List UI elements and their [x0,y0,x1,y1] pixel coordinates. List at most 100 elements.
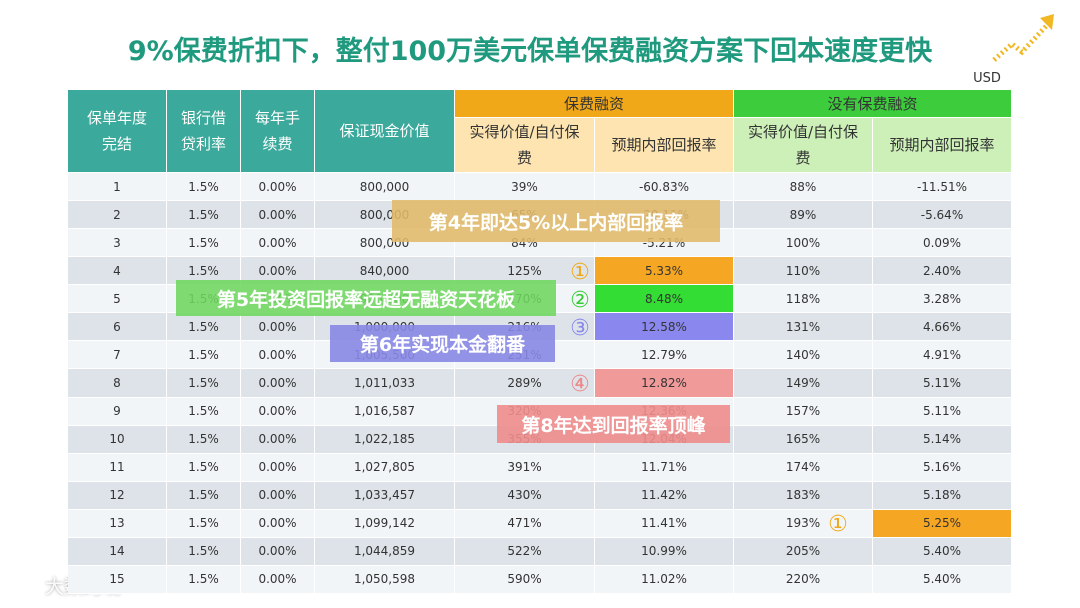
annotation: 第4年即达5%以上内部回报率 [392,200,720,242]
table-cell: 0.09% [873,229,1012,258]
table-cell: 1,016,587 [315,397,455,426]
table-cell: 5.11% [873,397,1012,426]
table-cell: 205% [734,537,873,566]
table-cell: 11.41% [595,509,734,538]
table-cell: 165% [734,425,873,454]
table-cell: 5.16% [873,453,1012,482]
table-cell: 6 [68,313,167,342]
table-cell: 0.00% [241,201,315,230]
sub-header: 预期内部回报率 [873,118,1012,173]
header-cell: 每年手续费 [241,90,315,173]
table-cell: 1.5% [167,201,241,230]
table-cell: 89% [734,201,873,230]
table-cell: 131% [734,313,873,342]
table-cell: 11.42% [595,481,734,510]
table-cell: 5.33% [595,257,734,286]
table-cell: 522% [455,537,595,566]
header-cell: 保单年度完结 [68,90,167,173]
table-cell: 12.58% [595,313,734,342]
table-cell: 118% [734,285,873,314]
table-cell: 5.14% [873,425,1012,454]
table-cell: 1,050,598 [315,565,455,594]
title: 9%保费折扣下，整付100万美元保单保费融资方案下回本速度更快 [127,35,933,67]
table-cell: 12.79% [595,341,734,370]
table-cell: 1.5% [167,313,241,342]
table-cell: 391% [455,453,595,482]
table-cell: 39% [455,173,595,202]
table-cell: 0.00% [241,229,315,258]
table-cell: 8.48% [595,285,734,314]
sub-header: 实得价值/自付保费 [734,118,873,173]
table-cell: 0.00% [241,509,315,538]
table-cell: 1,022,185 [315,425,455,454]
table-cell: 3.28% [873,285,1012,314]
table-cell: 140% [734,341,873,370]
table-cell: 1.5% [167,425,241,454]
table-cell: 4.66% [873,313,1012,342]
table-cell: 0.00% [241,341,315,370]
table-cell: 471% [455,509,595,538]
step-marker: ① [828,511,848,537]
table-cell: 0.00% [241,397,315,426]
table-cell: 5.25% [873,509,1012,538]
table-cell: 1.5% [167,173,241,202]
table-cell: 7 [68,341,167,370]
table-cell: 0.00% [241,425,315,454]
table-cell: 193% [734,509,873,538]
group-header: 没有保费融资 [734,90,1012,118]
table-cell: 0.00% [241,173,315,202]
table-cell: 430% [455,481,595,510]
table-cell: 5.40% [873,565,1012,594]
table-cell: 1,027,805 [315,453,455,482]
table-cell: 1.5% [167,565,241,594]
table-cell: 12.82% [595,369,734,398]
table-cell: 110% [734,257,873,286]
table-cell: 1.5% [167,369,241,398]
table-cell: 10.99% [595,537,734,566]
table-cell: 0.00% [241,453,315,482]
table-cell: 1,033,457 [315,481,455,510]
table-cell: 11.71% [595,453,734,482]
table-cell: 5.11% [873,369,1012,398]
table-cell: 1.5% [167,341,241,370]
table-cell: -60.83% [595,173,734,202]
table-cell: 11.02% [595,565,734,594]
table-cell: 800,000 [315,173,455,202]
table-cell: 1.5% [167,453,241,482]
table-cell: -11.51% [873,173,1012,202]
table-cell: 12 [68,481,167,510]
group-header: 保费融资 [455,90,734,118]
table-cell: 0.00% [241,313,315,342]
table-cell: 5 [68,285,167,314]
table-cell: 590% [455,565,595,594]
step-marker: ① [570,259,590,285]
table-cell: 174% [734,453,873,482]
header-cell: 银行借贷利率 [167,90,241,173]
table-cell: 183% [734,481,873,510]
table-cell: 4.91% [873,341,1012,370]
header-cell: 保证现金价值 [315,90,455,173]
table-cell: 220% [734,565,873,594]
table-cell: 0.00% [241,537,315,566]
table-cell: 14 [68,537,167,566]
table-cell: 88% [734,173,873,202]
annotation: 第5年投资回报率远超无融资天花板 [176,280,556,316]
table-cell: 1,011,033 [315,369,455,398]
table-cell: 149% [734,369,873,398]
table-cell: 2 [68,201,167,230]
sub-header: 预期内部回报率 [595,118,734,173]
table-cell: 2.40% [873,257,1012,286]
table-cell: 100% [734,229,873,258]
table-cell: 157% [734,397,873,426]
table-cell: 5.18% [873,481,1012,510]
table-cell: 9 [68,397,167,426]
table-cell: 289% [455,369,595,398]
table-cell: 1.5% [167,509,241,538]
table-cell: -5.64% [873,201,1012,230]
growth-icon [992,14,1054,62]
table-cell: 15 [68,565,167,594]
table-cell: 8 [68,369,167,398]
step-marker: ② [570,287,590,313]
table-cell: 11 [68,453,167,482]
